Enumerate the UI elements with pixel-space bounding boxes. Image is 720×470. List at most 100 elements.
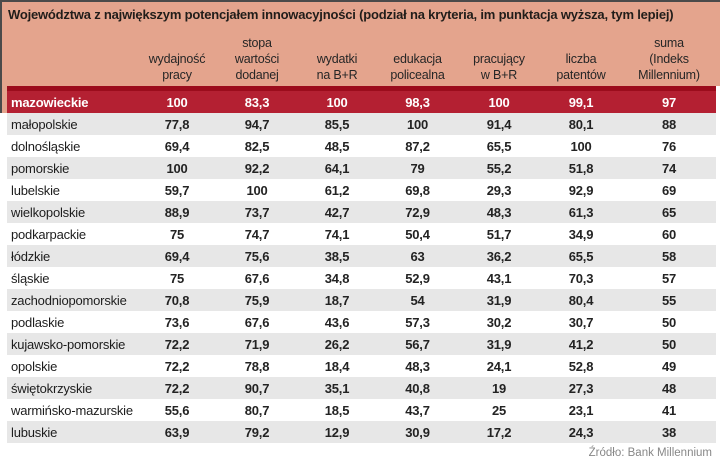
cell-value: 74,7 [244,226,270,242]
column-header-line: w B+R [480,68,518,82]
row-label: dolnośląskie [11,138,81,154]
cell-value: 64,1 [324,160,350,176]
cell-value: 30,2 [486,314,512,330]
cell-value: 72,2 [164,336,190,352]
row-label: zachodniopomorskie [11,292,127,308]
cell-value: 69,8 [405,182,430,198]
cell-value: 49 [661,358,677,374]
table-row: podkarpackie 75 74,7 74,1 50,4 51,7 34,9 60 [7,223,716,245]
cell-value: 65,5 [568,248,594,264]
cell-value: 69,4 [164,138,190,154]
cell-value: 18,5 [324,402,350,418]
cell-value: 80,1 [568,116,594,132]
cell-value: 100 [166,94,188,110]
cell-value: 52,9 [405,270,430,286]
cell-value: 78,8 [244,358,270,374]
column-header-line: wartości [234,52,280,66]
cell-value: 100 [488,94,510,110]
cell-value: 38 [661,424,677,440]
table-row: wielkopolskie 88,9 73,7 42,7 72,9 48,3 61,3 65 [7,201,716,223]
cell-value: 75,9 [244,292,270,308]
cell-value: 65 [661,204,677,220]
column-header-line: (Indeks [649,52,689,66]
table-row: dolnośląskie 69,4 82,5 48,5 87,2 65,5 100 76 [7,135,716,157]
table-row: zachodniopomorskie 70,8 75,9 18,7 54 31,9 80,4… [7,289,716,311]
cell-value: 79 [410,160,425,176]
cell-value: 43,1 [486,270,512,286]
cell-value: 100 [326,94,348,110]
cell-value: 75 [169,226,185,242]
column-header: stopa wartości dodanej [217,35,297,85]
row-label: kujawsko-pomorskie [11,336,126,352]
cell-value: 69 [661,182,677,198]
cell-value: 90,7 [244,380,270,396]
cell-value: 85,5 [324,116,350,132]
cell-value: 57 [661,270,677,286]
column-header: pracujący w B+R [458,51,540,85]
cell-value: 80,7 [244,402,270,418]
cell-value: 55,6 [164,402,190,418]
row-label: opolskie [11,358,58,374]
source-note: Źródło: Bank Millennium [588,447,712,459]
cell-value: 19 [491,380,507,396]
cell-value: 36,2 [486,248,512,264]
cell-value: 70,8 [164,292,190,308]
column-header-line: liczba [565,52,597,66]
cell-value: 38,5 [324,248,350,264]
table-row: warmińsko-mazurskie 55,6 80,7 18,5 43,7 25 23,… [7,399,716,421]
cell-value: 92,9 [568,182,594,198]
cell-value: 72,2 [164,358,190,374]
table-row: pomorskie 100 92,2 64,1 79 55,2 51,8 74 [7,157,716,179]
cell-value: 80,4 [568,292,594,308]
cell-value: 61,2 [324,182,350,198]
cell-value: 73,6 [164,314,190,330]
cell-value: 76 [661,138,677,154]
row-label: świętokrzyskie [11,380,92,396]
column-header: edukacja policealna [377,51,458,85]
column-header-line: suma [654,36,684,50]
cell-value: 65,5 [486,138,512,154]
cell-value: 34,9 [568,226,594,242]
table-row: lubuskie 63,9 79,2 12,9 30,9 17,2 24,3 38 [7,421,716,443]
cell-value: 72,2 [164,380,190,396]
cell-value: 50 [661,336,677,352]
cell-value: 29,3 [486,182,512,198]
cell-value: 52,8 [568,358,594,374]
column-header-line: policealna [390,68,445,82]
column-header-line: Millennium) [638,68,700,82]
row-label: lubelskie [11,182,60,198]
cell-value: 98,3 [405,94,430,110]
cell-value: 71,9 [244,336,270,352]
cell-value: 31,9 [486,336,512,352]
frame-left-edge [0,0,2,113]
cell-value: 30,9 [405,424,430,440]
row-label: mazowieckie [11,94,89,110]
column-header-line: pracy [162,68,192,82]
cell-value: 100 [570,138,592,154]
column-header-line: edukacja [393,52,442,66]
column-header-line: patentów [556,68,606,82]
cell-value: 100 [166,160,188,176]
cell-value: 43,7 [405,402,430,418]
cell-value: 34,8 [324,270,350,286]
cell-value: 67,6 [244,270,270,286]
cell-value: 83,3 [244,94,270,110]
column-header-line: na B+R [316,68,358,82]
cell-value: 92,2 [244,160,270,176]
cell-value: 97 [661,94,677,110]
cell-value: 88,9 [164,204,190,220]
cell-value: 100 [246,182,268,198]
cell-value: 26,2 [324,336,350,352]
table-row: podlaskie 73,6 67,6 43,6 57,3 30,2 30,7 50 [7,311,716,333]
cell-value: 30,7 [568,314,594,330]
cell-value: 75,6 [244,248,270,264]
table-row: opolskie 72,2 78,8 18,4 48,3 24,1 52,8 49 [7,355,716,377]
cell-value: 55,2 [486,160,512,176]
column-header-line: wydatki [316,52,358,66]
cell-value: 70,3 [568,270,594,286]
cell-value: 17,2 [486,424,512,440]
chart-title: Województwa z największym potencjałem in… [8,7,674,22]
cell-value: 57,3 [405,314,430,330]
header-left-margin [2,86,7,113]
cell-value: 87,2 [405,138,430,154]
